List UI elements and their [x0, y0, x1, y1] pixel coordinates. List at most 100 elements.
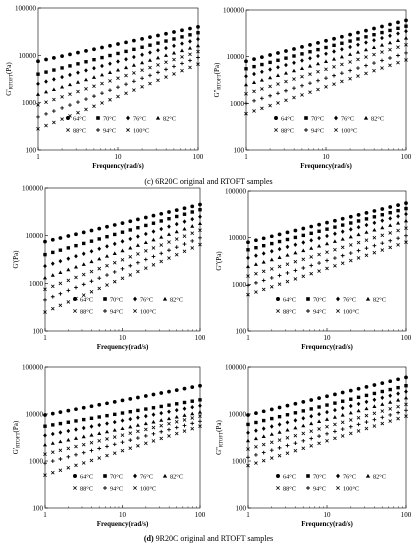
data-point — [348, 258, 353, 263]
legend-label: 70°C — [110, 297, 123, 304]
data-point — [198, 414, 202, 418]
legend-marker — [336, 486, 340, 490]
data-point — [317, 243, 322, 248]
data-point — [68, 72, 72, 78]
data-point — [151, 246, 156, 250]
data-point — [58, 448, 63, 453]
data-point — [269, 249, 274, 254]
data-point — [324, 241, 330, 246]
data-point — [175, 214, 179, 219]
data-point — [100, 55, 104, 60]
data-point — [269, 440, 274, 445]
data-point — [105, 413, 109, 418]
data-point — [159, 243, 164, 247]
legend-marker — [126, 115, 130, 121]
legend-item: 100°C — [336, 309, 359, 316]
data-point — [198, 419, 202, 424]
data-point — [325, 394, 329, 399]
x-axis-label: Frequency(rad/s) — [301, 343, 353, 351]
series-82c — [245, 218, 409, 269]
data-point — [58, 410, 63, 415]
series-88c — [244, 42, 408, 96]
data-point — [66, 288, 71, 293]
legend-label: 94°C — [313, 309, 326, 316]
data-point — [167, 248, 171, 253]
data-point — [317, 419, 322, 423]
legend-item: 64°C — [66, 116, 86, 123]
data-point — [136, 395, 140, 400]
data-point — [105, 421, 109, 426]
series-94c — [244, 51, 408, 106]
y-tick-label: 100000 — [22, 185, 44, 193]
data-point — [364, 426, 369, 431]
data-point — [356, 408, 361, 413]
data-point — [299, 66, 305, 70]
data-point — [292, 47, 296, 51]
x-axis-label: Frequency(rad/s) — [300, 162, 352, 170]
data-point — [246, 255, 250, 261]
data-point — [198, 403, 202, 408]
data-point — [317, 411, 321, 417]
data-point — [144, 427, 148, 432]
data-point — [188, 33, 192, 37]
data-point — [105, 283, 109, 287]
data-point — [325, 431, 329, 436]
data-point — [43, 424, 47, 428]
data-point — [293, 235, 298, 240]
data-point — [356, 240, 361, 245]
data-point — [60, 84, 65, 89]
data-point — [174, 407, 179, 413]
data-point — [364, 246, 369, 251]
data-point — [167, 427, 171, 432]
legend-label: 70°C — [110, 474, 123, 481]
data-point — [404, 24, 408, 28]
legend: 64°C 70°C 76°C 82°C 88°C 94°C 100°C — [276, 297, 386, 316]
caption-text: 6R20C original and RTOFT samples — [155, 177, 273, 186]
data-point — [190, 231, 195, 236]
data-point — [356, 42, 360, 47]
data-point — [388, 413, 393, 417]
data-point — [50, 261, 55, 266]
data-point — [174, 388, 179, 392]
data-point — [112, 279, 117, 284]
data-point — [396, 20, 400, 25]
data-point — [340, 261, 345, 266]
data-point — [167, 403, 171, 407]
data-point — [269, 407, 274, 412]
data-point — [81, 272, 86, 277]
x-tick-label: 10 — [324, 511, 332, 519]
data-point — [182, 212, 187, 216]
data-point — [35, 92, 41, 96]
data-point — [270, 416, 274, 421]
data-point — [167, 224, 171, 229]
legend-marker — [133, 309, 137, 313]
data-point — [252, 109, 256, 113]
data-point — [340, 245, 345, 250]
data-point — [120, 433, 125, 437]
data-point — [74, 275, 78, 280]
data-point — [171, 50, 177, 55]
data-point — [364, 35, 368, 39]
data-point — [112, 270, 117, 274]
data-point — [43, 433, 47, 438]
data-point — [89, 289, 94, 294]
data-point — [198, 202, 202, 207]
data-point — [317, 252, 321, 257]
data-point — [190, 421, 195, 426]
data-point — [68, 52, 72, 57]
data-point — [132, 54, 136, 60]
series-70c — [43, 208, 202, 257]
data-point — [277, 264, 282, 269]
data-point — [388, 245, 393, 250]
data-point — [84, 68, 88, 73]
data-point — [151, 221, 156, 225]
data-point — [372, 61, 376, 65]
data-point — [348, 234, 353, 239]
data-point — [254, 271, 258, 276]
data-point — [253, 262, 258, 266]
legend-label: 70°C — [313, 297, 326, 304]
data-point — [58, 236, 63, 240]
data-point — [187, 46, 193, 50]
x-axis-label: Frequency(rad/s) — [301, 520, 353, 528]
x-tick-label: 10 — [119, 511, 127, 519]
